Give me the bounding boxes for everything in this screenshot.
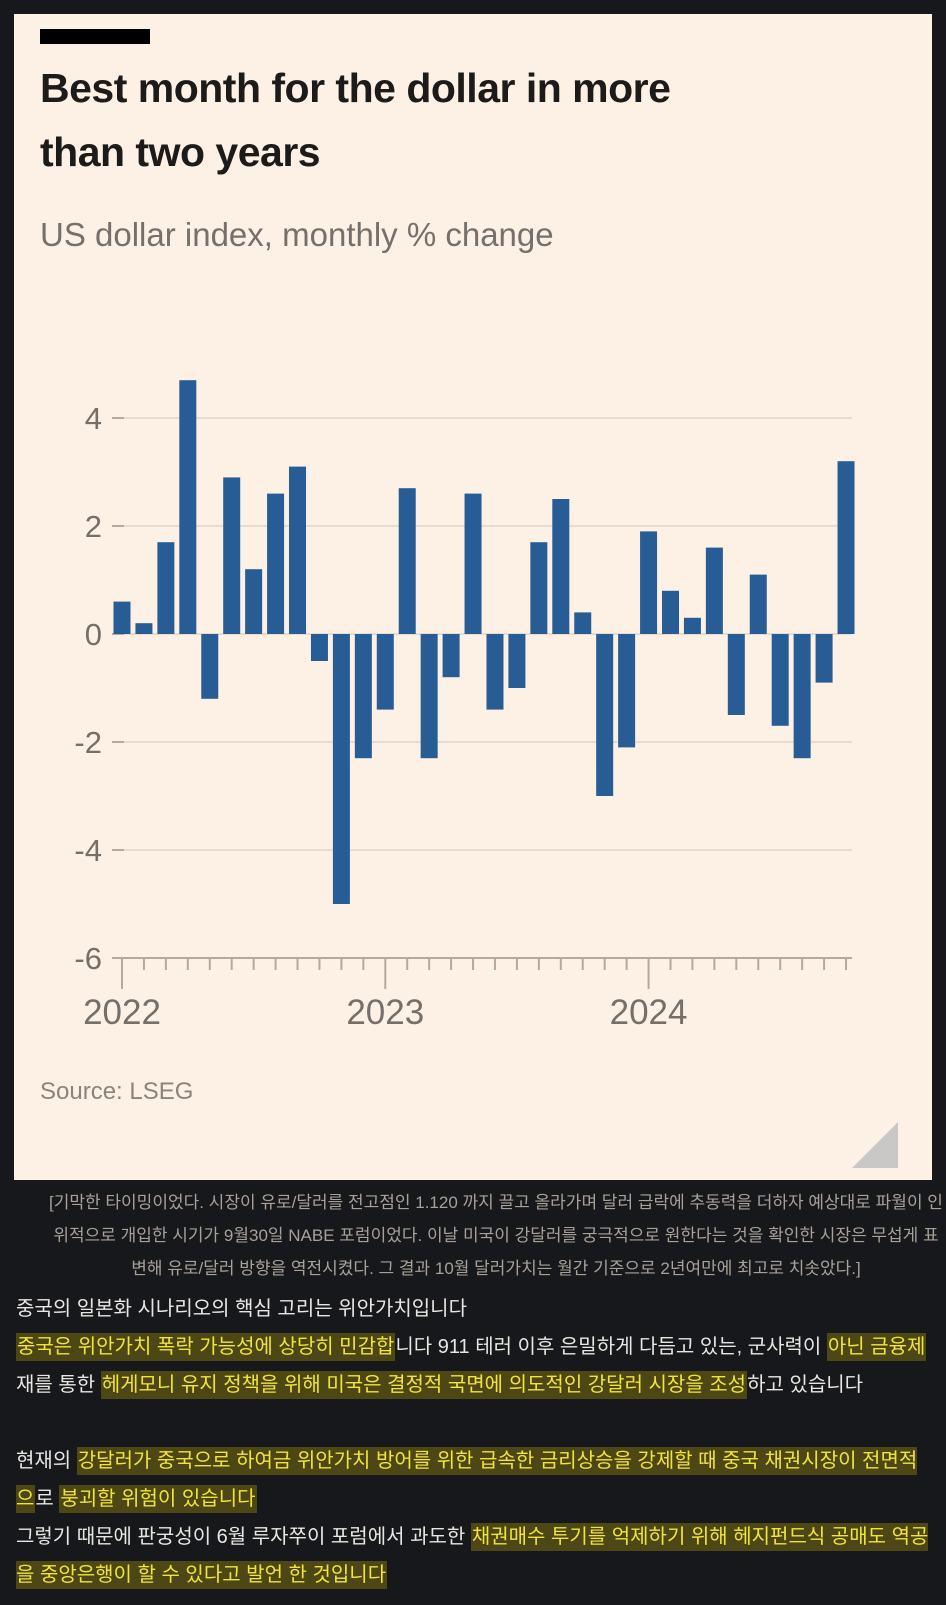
bar-2023-11 [596,634,614,796]
bar-2023-04 [442,634,460,678]
plain-text: 재를 통한 [16,1374,101,1396]
bar-2022-10 [310,634,328,661]
plain-text: 로 [35,1488,60,1510]
bar-2023-03 [420,634,438,759]
bar-2024-10 [837,461,855,634]
plain-text: 현재의 [16,1450,77,1472]
chart-subtitle: US dollar index, monthly % change [40,216,554,253]
plain-text: 그렇기 때문에 판궁성이 6월 루자쭈이 포럼에서 과도한 [16,1526,471,1548]
highlighted-text: 아닌 금융제 [826,1333,927,1361]
chart-title: Best month for the dollar in more than t… [40,65,671,175]
body-paragraph: 중국의 일본화 시나리오의 핵심 고리는 위안가치입니다 [16,1290,932,1328]
bar-2022-08 [267,493,285,634]
bar-2022-05 [201,634,219,699]
bar-2024-09 [815,634,833,683]
bar-2022-02 [135,623,153,634]
highlighted-text: 중국은 위안가치 폭락 가능성에 상당히 민감합 [16,1333,396,1361]
y-axis-label: -6 [74,941,102,976]
chart-caption: [기막한 타이밍이었다. 시장이 유로/달러를 전고점인 1.120 까지 끌고… [49,1193,943,1278]
bar-2024-01 [640,531,658,634]
x-axis-year-label: 2024 [610,993,688,1032]
bar-2024-04 [705,547,723,634]
y-axis-label: 0 [85,617,102,652]
y-axis-label: -4 [74,833,102,868]
bar-2024-06 [749,574,767,634]
highlighted-text: 헤게모니 유지 정책을 위해 미국은 결정적 국면에 의도적인 강달러 시장을 … [100,1371,748,1399]
x-axis-year-label: 2023 [346,993,424,1032]
resize-handle-icon [852,1122,898,1168]
body-paragraph: 그렇기 때문에 판궁성이 6월 루자쭈이 포럼에서 과도한 채권매수 투기를 억… [16,1518,932,1594]
bar-2024-07 [771,634,789,726]
bar-2023-02 [398,488,416,634]
bar-2022-09 [289,466,307,634]
chart-source: Source: LSEG [40,1078,194,1105]
bar-2022-04 [179,380,197,634]
bar-2023-01 [376,634,394,710]
plain-text: 니다 911 테러 이후 은밀하게 다듬고 있는, 군사력이 [395,1336,827,1358]
y-axis-label: -2 [74,725,102,760]
bar-2024-02 [662,590,679,634]
y-axis-label: 4 [85,401,102,436]
bar-2022-06 [223,477,241,634]
bar-2023-08 [530,542,548,634]
bar-2022-01 [113,601,131,634]
body-paragraph: 현재의 강달러가 중국으로 하여금 위안가치 방어를 위한 급속한 금리상승을 … [16,1442,932,1518]
bar-2022-12 [354,634,372,759]
bar-2023-09 [552,499,570,634]
bar-2024-08 [793,634,811,759]
bar-2023-10 [574,612,592,634]
bar-2022-11 [332,634,350,904]
highlighted-text: 붕괴할 위험이 있습니다 [59,1485,257,1513]
bar-2023-07 [508,634,526,688]
bar-2024-05 [727,634,745,715]
plain-text: 하고 있습니다 [747,1374,864,1396]
bar-2024-03 [683,617,701,634]
plain-text: 중국의 일본화 시나리오의 핵심 고리는 위안가치입니다 [16,1298,467,1320]
bar-2023-06 [486,634,504,710]
plot-area: 4 2 0 -2 -4 -6 2022 2023 2024 [74,380,855,1032]
bar-2022-03 [157,542,175,634]
bar-2022-07 [245,569,263,634]
bar-2023-12 [618,634,636,748]
y-axis-label: 2 [85,509,102,544]
ft-accent-bar [40,29,150,44]
bar-2023-05 [464,493,482,634]
chart-image: Best month for the dollar in more than t… [14,14,932,1180]
body-paragraph: 중국은 위안가치 폭락 가능성에 상당히 민감합니다 911 테러 이후 은밀하… [16,1328,932,1404]
x-axis-year-label: 2022 [83,993,161,1032]
